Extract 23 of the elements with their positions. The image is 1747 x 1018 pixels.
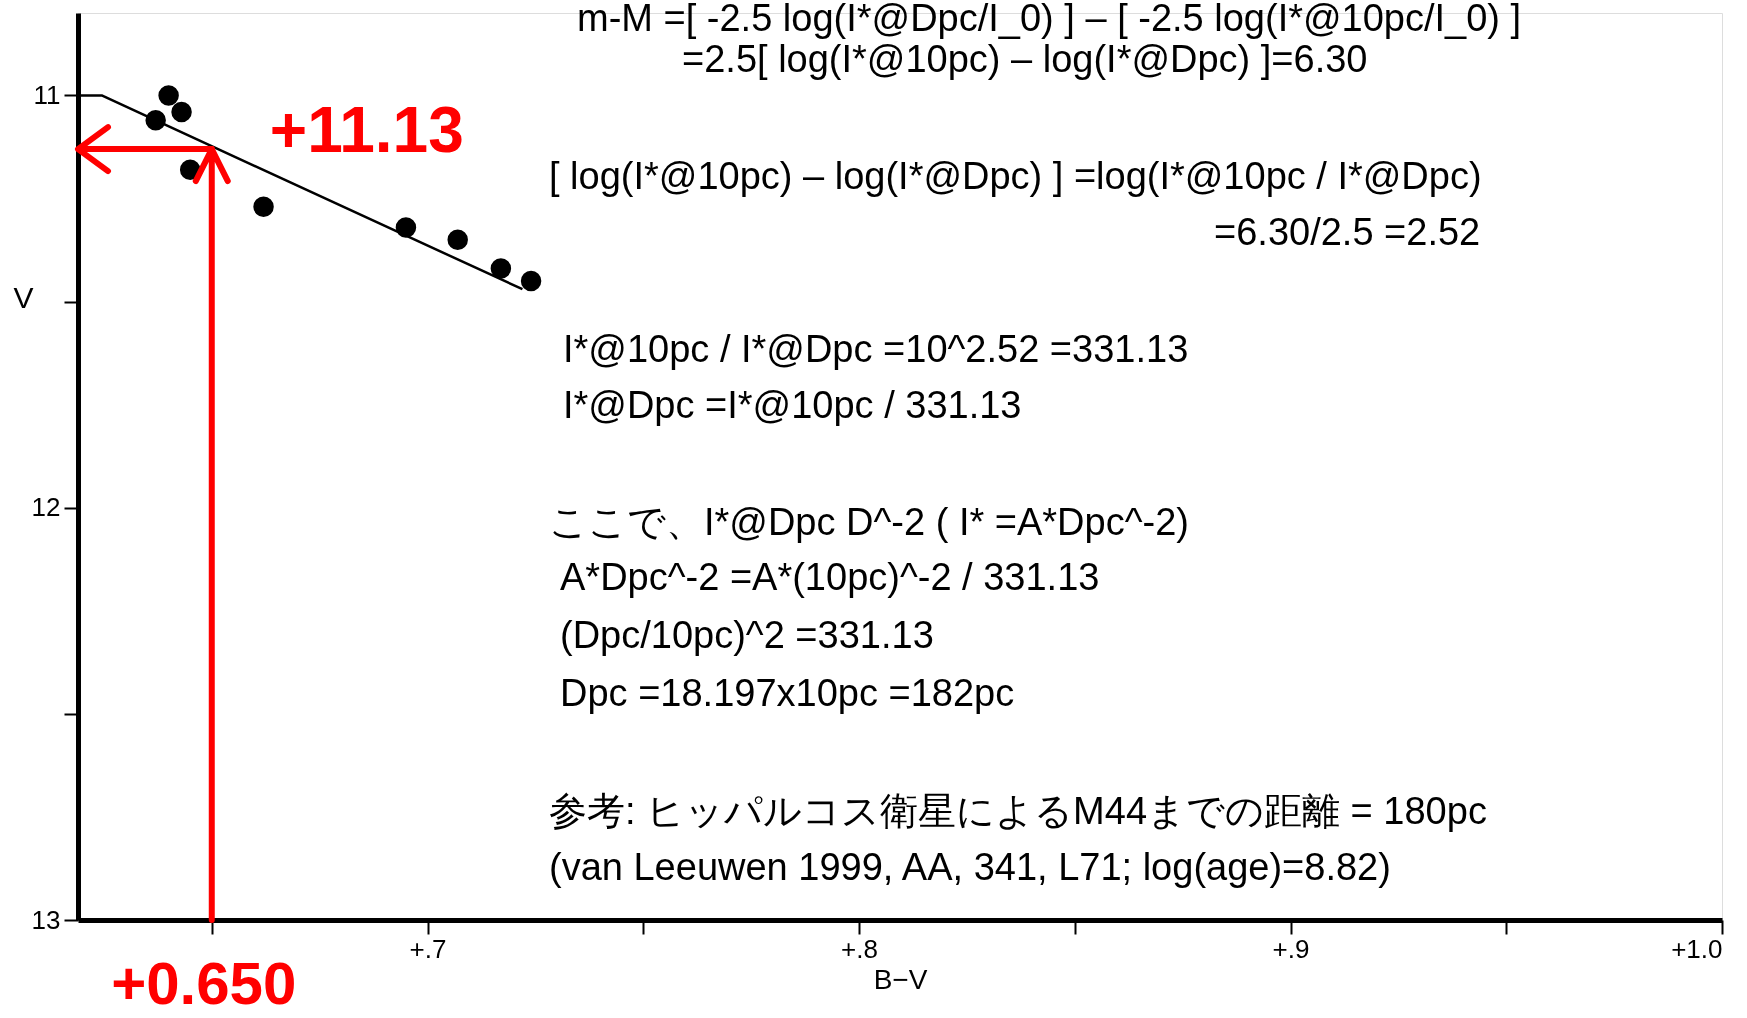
annotation: A*Dpc^-2 =A*(10pc)^-2 / 331.13 [560, 556, 1100, 598]
annotation: =6.30/2.5 =2.52 [1214, 211, 1481, 253]
annotation: I*@10pc / I*@Dpc =10^2.52 =331.13 [563, 328, 1189, 370]
y-tick-label: 12 [31, 492, 61, 523]
annotation: +11.13 [269, 94, 464, 167]
x-tick-label: +.7 [409, 933, 447, 964]
annotation: I*@Dpc =I*@10pc / 331.13 [563, 384, 1022, 426]
annotation: m-M =[ -2.5 log(I*@Dpc/I_0) ] – [ -2.5 log(I*@10pc/I_0) ] [577, 0, 1522, 39]
y-axis-title: V [13, 280, 34, 314]
annotation: (Dpc/10pc)^2 =331.13 [560, 614, 934, 656]
annotation: =2.5[ log(I*@10pc) – log(I*@Dpc) ]=6.30 [682, 38, 1368, 80]
x-tick-label: +1.0 [1671, 933, 1723, 964]
annotation: Dpc =18.197x10pc =182pc [560, 672, 1015, 714]
x-axis-title: B−V [873, 963, 928, 995]
annotation: (van Leeuwen 1999, AA, 341, L71; log(age)=8.82) [549, 846, 1391, 888]
text: +0.650 [111, 950, 297, 1017]
annotation: [ log(I*@10pc) – log(I*@Dpc) ] =log(I*@10pc / I*@Dpc) [549, 155, 1482, 197]
y-tick-label: 13 [31, 904, 61, 935]
x-tick-label: +.8 [841, 933, 878, 964]
annotation: 参考: ヒッパルコス衛星によるM44までの距離 = 180pc [549, 790, 1487, 832]
annotation: ここで、I*@Dpc D^-2 ( I* =A*Dpc^-2) [549, 501, 1189, 543]
y-tick-label: 11 [33, 79, 61, 110]
x-tick-label: +.9 [1272, 933, 1310, 964]
